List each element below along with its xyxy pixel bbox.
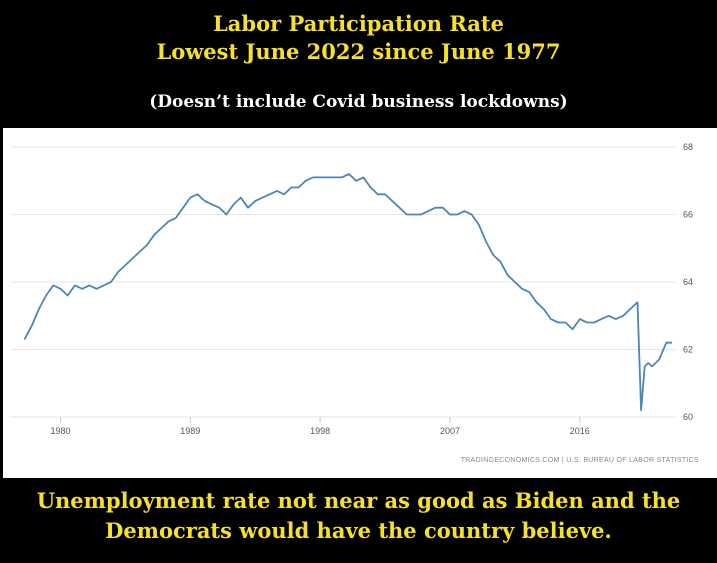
x-tick-label: 1989 xyxy=(180,426,200,436)
y-tick-label: 60 xyxy=(683,412,693,422)
series-line xyxy=(23,173,673,412)
footer-line-1: Unemployment rate not near as good as Bi… xyxy=(36,488,681,513)
y-tick-label: 62 xyxy=(683,345,693,355)
x-tick-label: 2016 xyxy=(570,426,590,436)
y-tick-label: 68 xyxy=(683,142,693,152)
x-axis-ticks: 1980 1989 1998 2007 2016 xyxy=(50,417,590,436)
x-tick-label: 1998 xyxy=(310,426,330,436)
series-layer xyxy=(23,173,673,412)
source-credit: TRADINGECONOMICS.COM | U.S. BUREAU OF LA… xyxy=(461,457,699,464)
title-line-2: Lowest June 2022 since June 1977 xyxy=(156,39,561,64)
footer: Unemployment rate not near as good as Bi… xyxy=(0,480,717,563)
x-tick-label: 1980 xyxy=(50,426,70,436)
line-chart: 1980 1989 1998 2007 2016 60 62 64 66 68 TRADINGE… xyxy=(11,142,699,464)
x-tick-label: 2007 xyxy=(440,426,460,436)
y-axis-ticks: 60 62 64 66 68 xyxy=(683,142,693,422)
header: Labor Participation Rate Lowest June 202… xyxy=(0,0,717,128)
title-line-1: Labor Participation Rate xyxy=(213,11,504,36)
chart-panel: 1980 1989 1998 2007 2016 60 62 64 66 68 TRADINGE… xyxy=(3,128,717,478)
y-tick-label: 66 xyxy=(683,210,693,220)
grid xyxy=(11,146,675,418)
footer-line-2: Democrats would have the country believe… xyxy=(105,518,612,543)
y-tick-label: 64 xyxy=(683,277,693,287)
subtitle: (Doesn’t include Covid business lockdown… xyxy=(149,92,568,112)
